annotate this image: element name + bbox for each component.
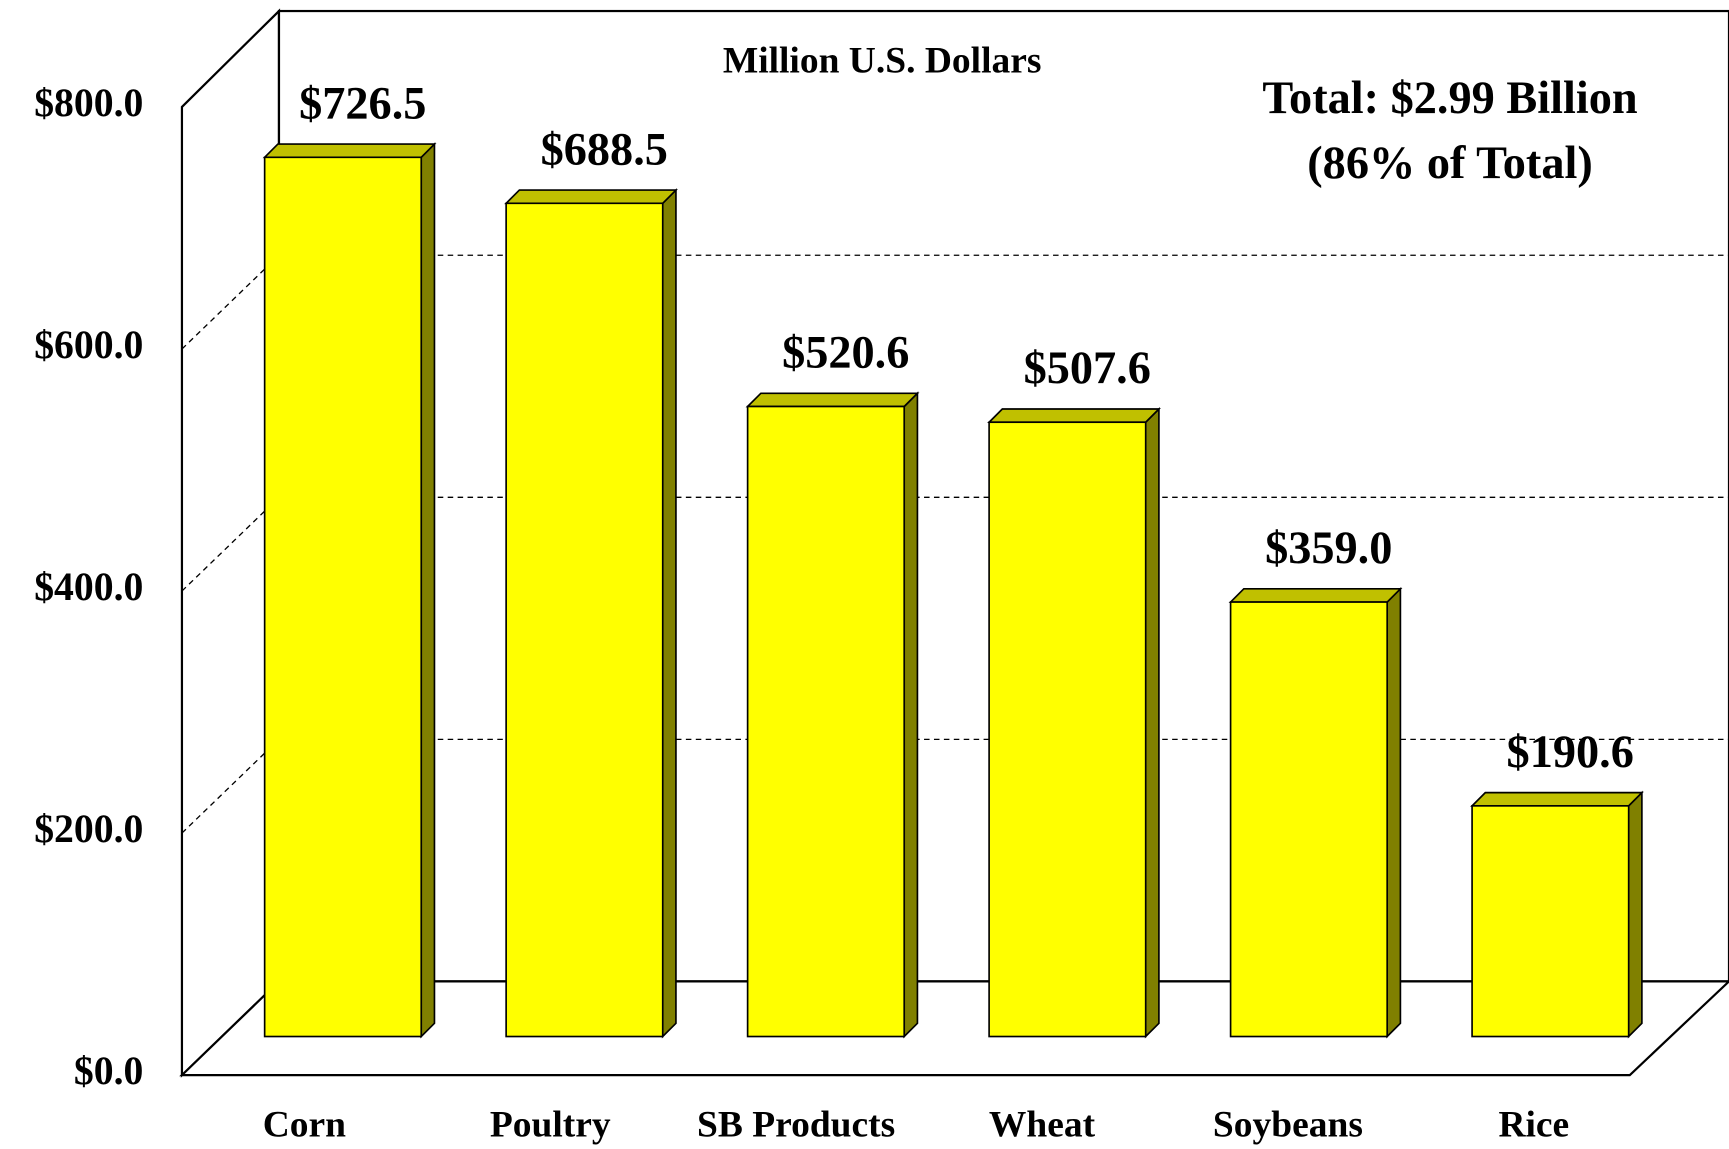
x-tick-label: Rice: [1498, 1105, 1569, 1146]
bar-side: [903, 391, 919, 1039]
grid-line: [181, 738, 280, 834]
bar-top: [262, 143, 437, 159]
x-tick-label: Wheat: [989, 1105, 1096, 1146]
x-tick-label: Corn: [263, 1105, 346, 1146]
chart-title: Million U.S. Dollars: [723, 41, 1042, 82]
bar-side: [661, 188, 677, 1039]
y-tick-label: $800.0: [34, 81, 143, 125]
value-label: $520.6: [782, 328, 909, 379]
value-label: $190.6: [1507, 727, 1634, 778]
y-tick-label: $0.0: [74, 1049, 143, 1093]
bar-top: [504, 189, 678, 205]
bar-top: [1228, 588, 1403, 603]
value-label: $688.5: [541, 124, 668, 175]
x-tick-label: SB Products: [697, 1105, 895, 1146]
bar-top: [1470, 791, 1644, 807]
y-tick-label: $200.0: [34, 807, 143, 851]
bar-front: [988, 421, 1147, 1038]
value-label: $726.5: [299, 78, 426, 129]
bar-front: [1229, 601, 1388, 1038]
x-tick-label: Poultry: [490, 1105, 611, 1146]
grid-line: [181, 254, 280, 350]
annotation: Total: $2.99 Billion: [1262, 73, 1637, 124]
value-label: $507.6: [1024, 343, 1151, 394]
bar: [1228, 586, 1403, 1039]
y-tick-label: $600.0: [34, 323, 143, 367]
bar-side: [1144, 407, 1160, 1039]
bar-front: [263, 156, 423, 1038]
bar-top: [987, 408, 1161, 424]
bar: [745, 391, 920, 1039]
bar-front: [1471, 805, 1630, 1038]
bar: [987, 407, 1161, 1039]
bar: [1470, 790, 1644, 1039]
bar-side: [420, 142, 436, 1039]
bar-side: [1627, 790, 1643, 1039]
bar-side: [1386, 586, 1402, 1039]
value-label: $359.0: [1265, 523, 1392, 574]
bar: [262, 142, 437, 1039]
grid-line: [181, 496, 280, 592]
y-tick-label: $400.0: [34, 565, 143, 609]
bar-front: [746, 405, 906, 1038]
bar: [504, 188, 678, 1039]
bar-top: [745, 392, 920, 408]
bar-front: [505, 202, 664, 1038]
x-tick-label: Soybeans: [1213, 1105, 1363, 1146]
annotation: (86% of Total): [1307, 138, 1593, 189]
